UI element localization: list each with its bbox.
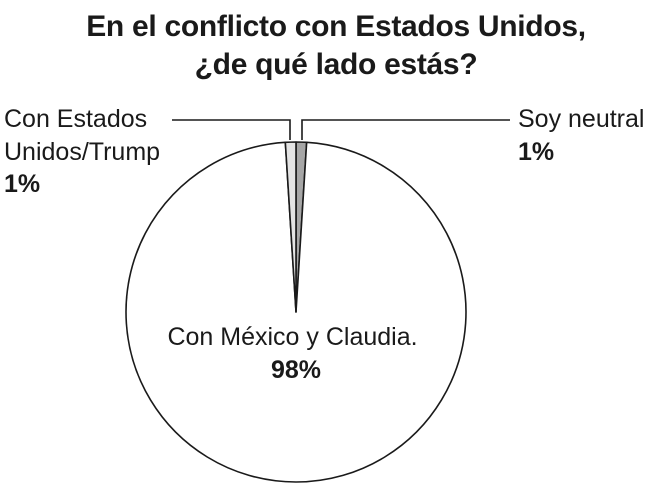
slice-label-neutral: Soy neutral 1% bbox=[518, 105, 651, 166]
slice-value-estados-unidos: 1% bbox=[4, 170, 40, 198]
slice-label-estados-unidos-line-1: Con Estados bbox=[4, 105, 147, 133]
pie-slices bbox=[125, 141, 467, 483]
leader-line-estados-unidos bbox=[172, 119, 291, 140]
chart-title-line-1: En el conflicto con Estados Unidos, bbox=[86, 10, 586, 43]
slice-label-mexico: Con México y Claudia. 98% bbox=[167, 323, 424, 384]
slice-value-neutral: 1% bbox=[518, 138, 554, 166]
slice-label-estados-unidos-line-2: Unidos/Trump bbox=[4, 138, 160, 166]
slice-label-neutral-line-1: Soy neutral bbox=[518, 105, 644, 133]
leader-line-neutral bbox=[301, 119, 510, 140]
slice-value-mexico: 98% bbox=[271, 356, 321, 384]
chart-title: En el conflicto con Estados Unidos, ¿de … bbox=[0, 8, 672, 84]
slice-estados-unidos bbox=[284, 141, 297, 313]
slice-label-mexico-line-1: Con México y Claudia. bbox=[167, 323, 417, 351]
chart-title-line-2: ¿de qué lado estás? bbox=[194, 48, 478, 81]
slice-label-estados-unidos: Con Estados Unidos/Trump 1% bbox=[4, 105, 167, 198]
